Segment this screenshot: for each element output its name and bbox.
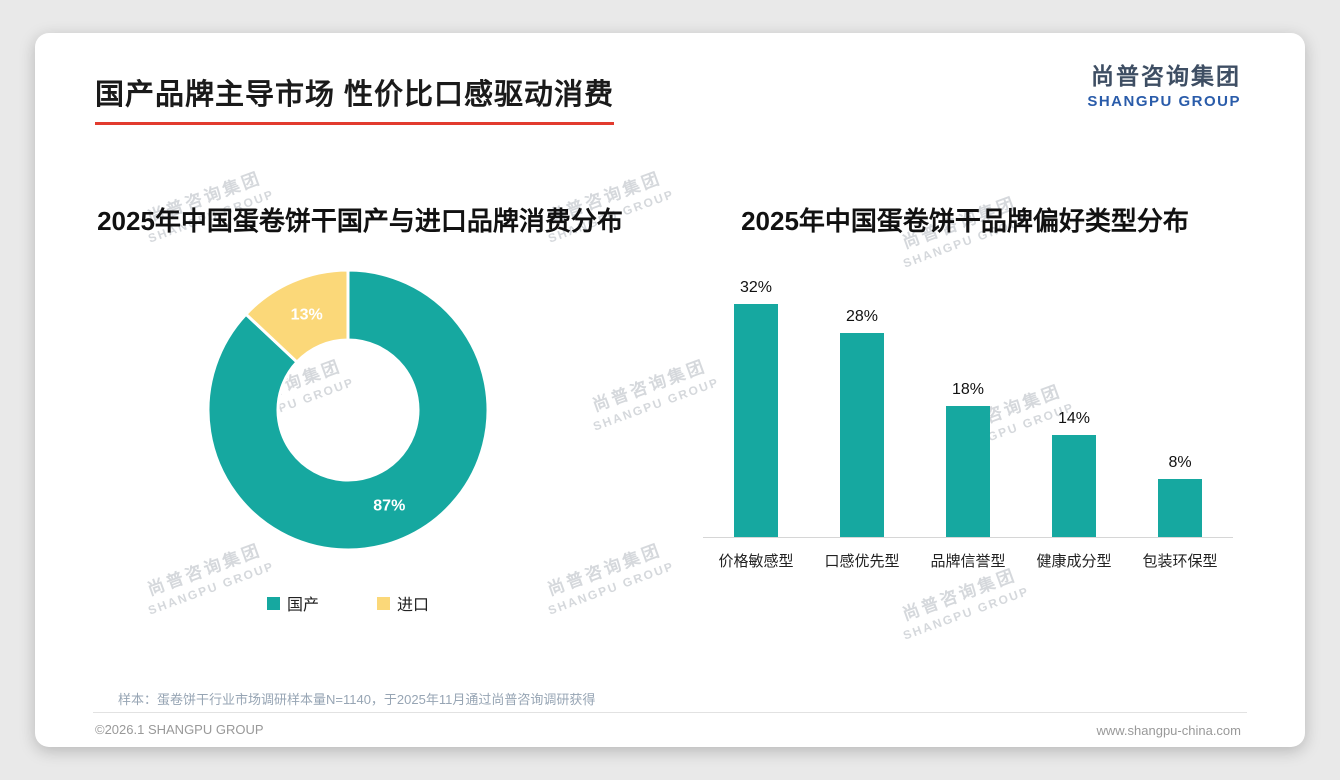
bar-value-label: 28% xyxy=(845,308,879,326)
watermark-en: SHANGPU GROUP xyxy=(591,374,722,434)
bar-rect xyxy=(946,405,990,537)
bar-column-价格敏感型: 32% xyxy=(703,278,809,537)
watermark: 尚普咨询集团 SHANGPU GROUP xyxy=(537,533,676,617)
category-label: 品牌信誉型 xyxy=(930,553,1006,570)
report-card: 尚普咨询集团 SHANGPU GROUP 尚普咨询集团 SHANGPU GROUP 尚普… xyxy=(35,33,1305,747)
category-label: 价格敏感型 xyxy=(718,553,794,570)
category-label: 包装环保型 xyxy=(1142,553,1218,570)
bar-column-口感优先型: 28% xyxy=(809,278,915,537)
bar-chart-title: 2025年中国蛋卷饼干品牌偏好类型分布 xyxy=(741,206,1189,236)
bar-value-label: 8% xyxy=(1168,453,1192,471)
bar-rect xyxy=(1052,435,1096,537)
sample-note: 样本：蛋卷饼干行业市场调研样本量N=1140，于2025年11月通过尚普咨询调研… xyxy=(118,692,596,707)
donut-chart: 87% 13% xyxy=(206,268,490,552)
footer-copyright: ©2026.1 SHANGPU GROUP xyxy=(95,722,264,737)
logo-english-text: SHANGPU GROUP xyxy=(1087,93,1241,110)
legend-swatch xyxy=(266,596,280,610)
bar-value-label: 32% xyxy=(739,279,773,297)
bar-column-健康成分型: 14% xyxy=(1021,278,1127,537)
donut-value-label: 13% xyxy=(291,307,323,324)
watermark-cn: 尚普咨询集团 xyxy=(544,540,665,600)
footer-website: www.shangpu-china.com xyxy=(1096,723,1241,738)
bar-rect xyxy=(1158,478,1202,537)
bar-value-label: 14% xyxy=(1057,410,1091,428)
donut-slice-进口 xyxy=(244,268,350,364)
watermark-cn: 尚普咨询集团 xyxy=(589,356,710,416)
logo-chinese-text: 尚普咨询集团 xyxy=(1091,63,1241,89)
legend-item-国产: 国产 xyxy=(266,591,319,615)
bar-column-品牌信誉型: 18% xyxy=(915,278,1021,537)
bar-column-包装环保型: 8% xyxy=(1127,278,1233,537)
donut-slice-国产 xyxy=(206,268,490,552)
legend-label: 进口 xyxy=(397,597,430,614)
bar-rect xyxy=(840,333,884,537)
company-logo: 尚普咨询集团 SHANGPU GROUP xyxy=(1087,57,1241,110)
donut-chart-title: 2025年中国蛋卷饼干国产与进口品牌消费分布 xyxy=(97,206,623,236)
watermark-en: SHANGPU GROUP xyxy=(901,583,1032,643)
page-title: 国产品牌主导市场 性价比口感驱动消费 xyxy=(95,71,615,125)
footer-divider xyxy=(93,712,1247,713)
legend-swatch xyxy=(377,596,390,610)
legend-label: 国产 xyxy=(286,597,319,614)
x-axis-line xyxy=(703,537,1233,538)
bar-rect xyxy=(734,304,778,537)
watermark: 尚普咨询集团 SHANGPU GROUP xyxy=(582,349,721,433)
donut-legend: 国产 进口 xyxy=(198,591,498,615)
bar-plot: 32% 28% 18% 14% 8% xyxy=(703,278,1233,537)
watermark: 尚普咨询集团 SHANGPU GROUP xyxy=(892,558,1031,642)
legend-item-进口: 进口 xyxy=(377,591,429,615)
category-label: 口感优先型 xyxy=(824,553,900,570)
donut-value-label: 87% xyxy=(373,497,405,514)
bar-category-labels: 价格敏感型 口感优先型 品牌信誉型 健康成分型 包装环保型 xyxy=(703,550,1233,571)
category-label: 健康成分型 xyxy=(1036,553,1112,570)
watermark-en: SHANGPU GROUP xyxy=(546,558,677,618)
bar-value-label: 18% xyxy=(951,380,985,398)
